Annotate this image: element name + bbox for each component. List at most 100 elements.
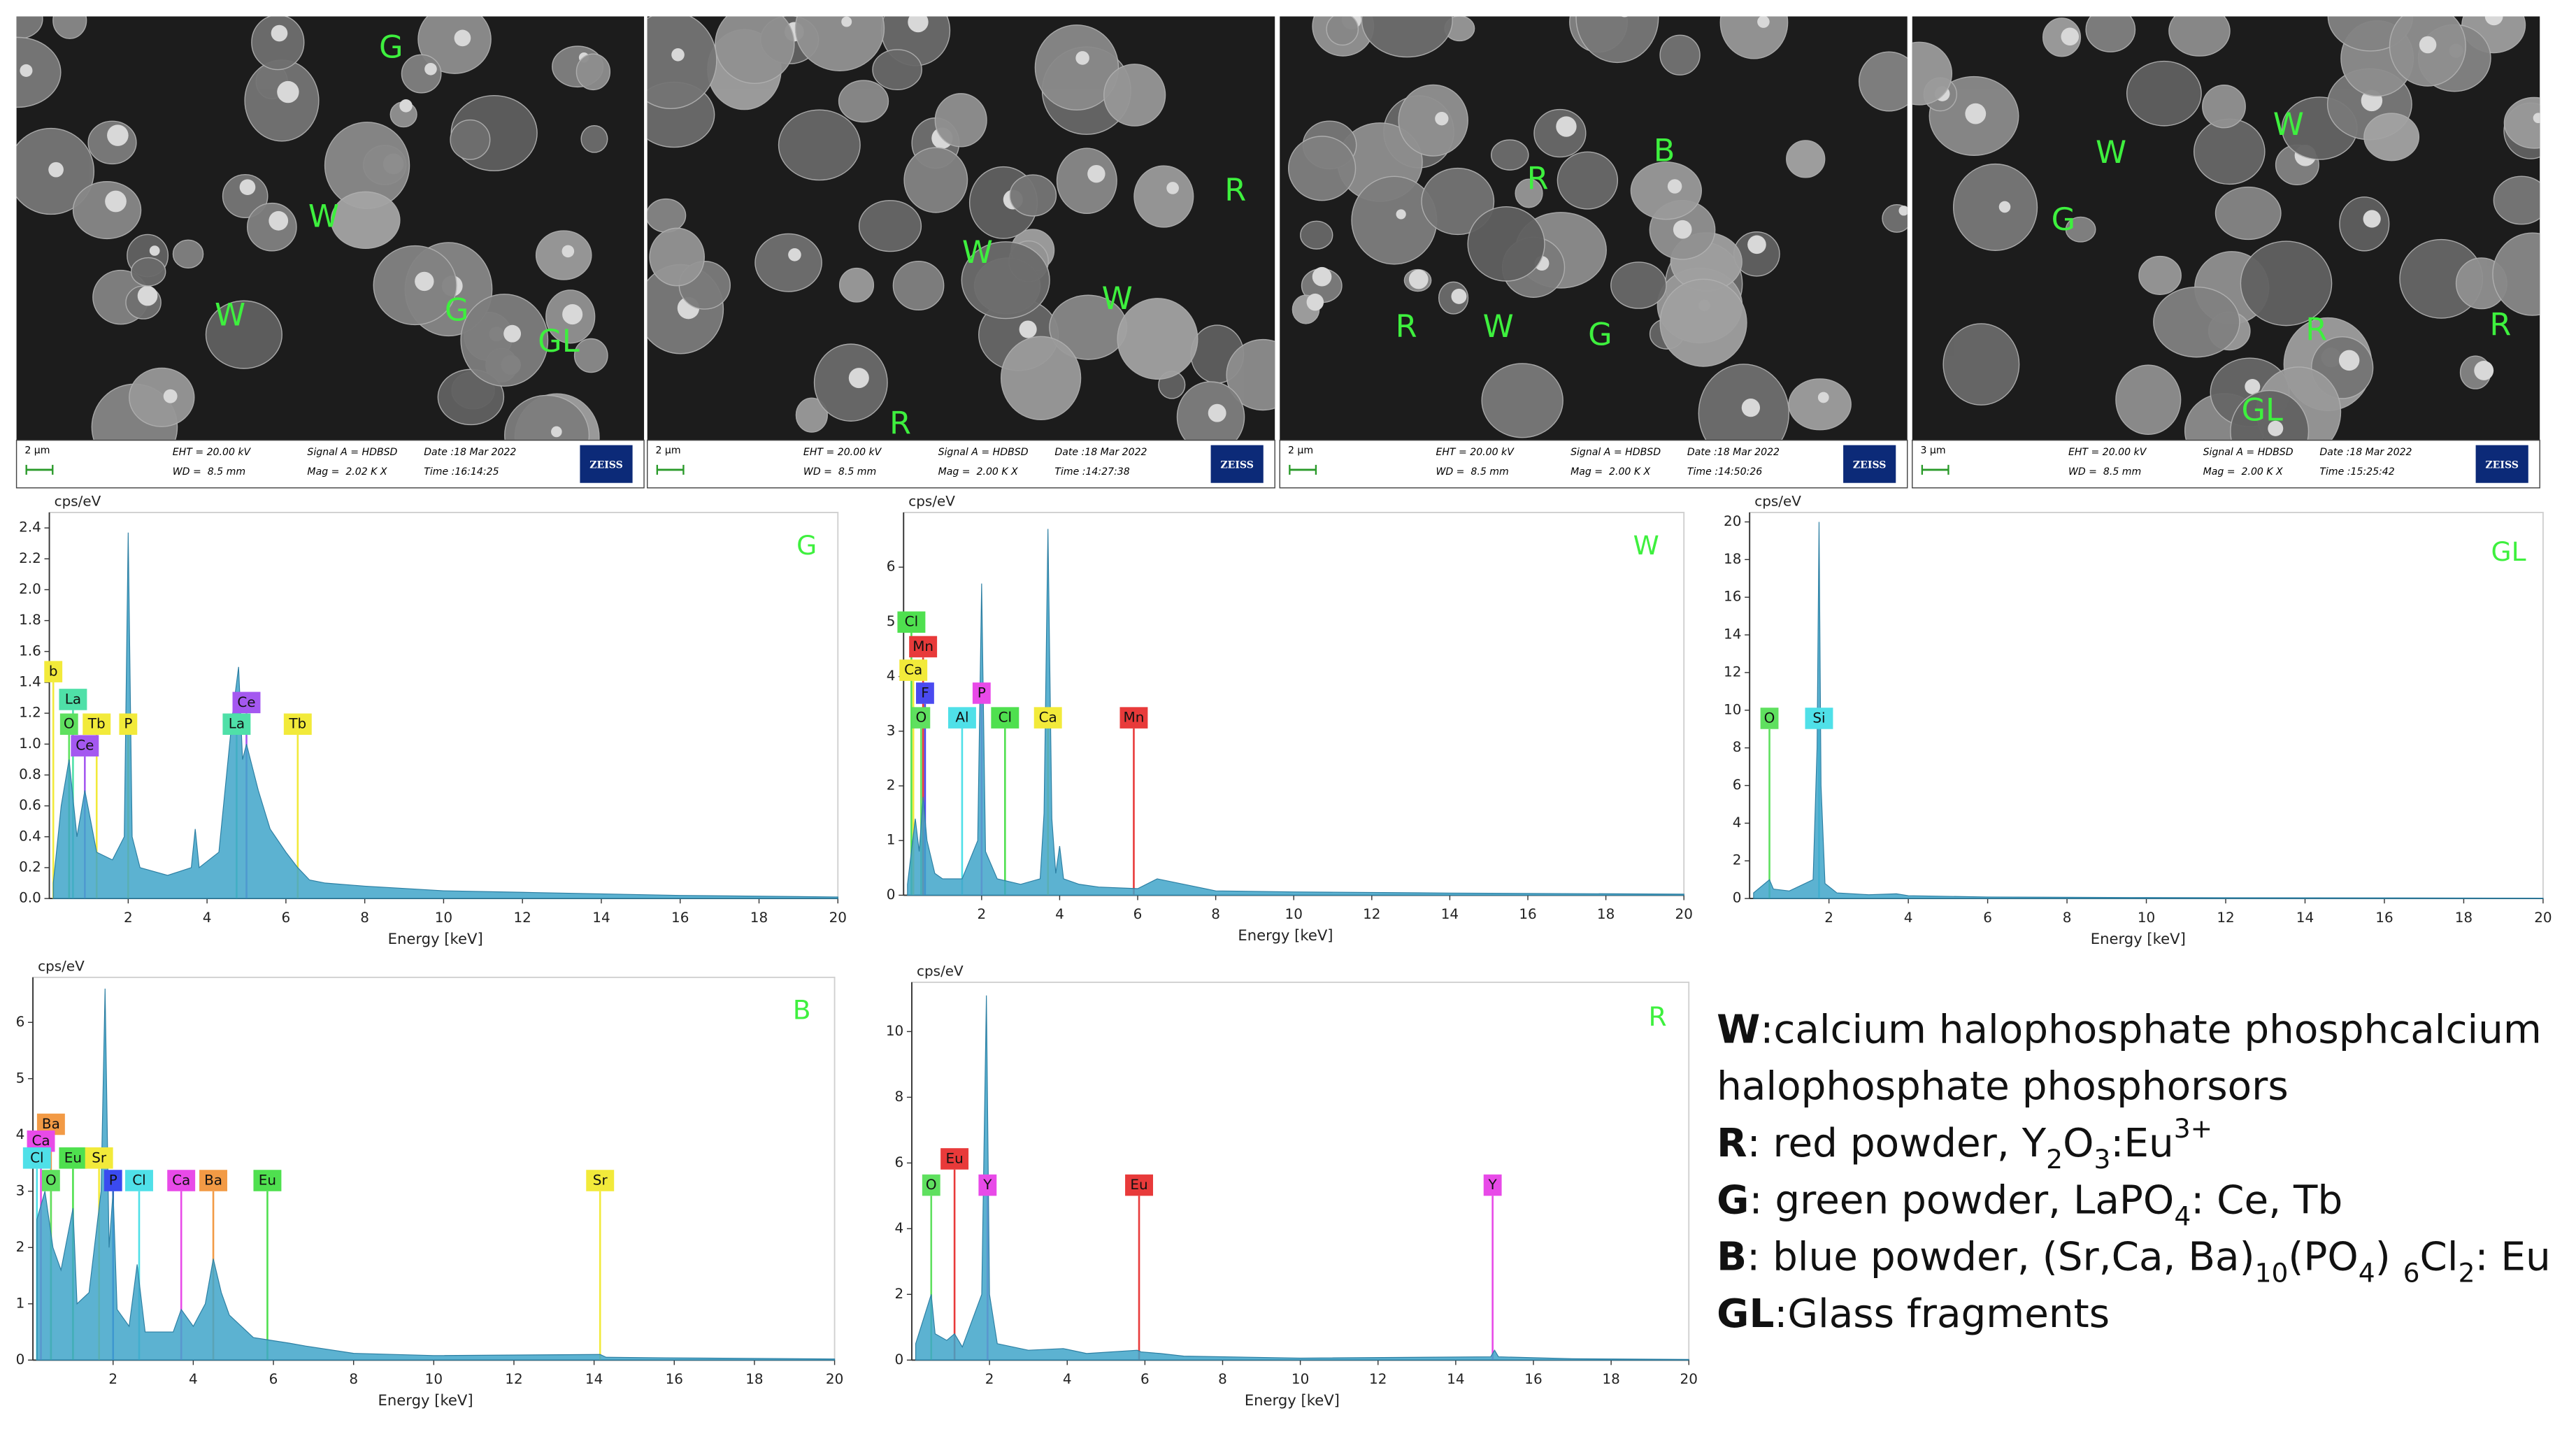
x-tick-label: 12 xyxy=(513,909,531,926)
particle-bright xyxy=(454,29,471,47)
element-tag-label: Ba xyxy=(204,1171,222,1188)
x-tick-label: 4 xyxy=(203,909,212,926)
particles xyxy=(647,16,1275,440)
y-tick-label: 1 xyxy=(16,1294,25,1311)
particle xyxy=(401,54,442,94)
legend-run: :calcium halophosphate phosphcalcium xyxy=(1760,1007,2541,1052)
element-tag xyxy=(947,707,976,729)
particle xyxy=(1133,165,1194,228)
particle-bright xyxy=(105,190,127,213)
particle xyxy=(1912,41,1953,106)
particle xyxy=(1421,167,1495,236)
element-tag-label: Sr xyxy=(92,1149,107,1166)
legend-line: G: green powder, LaPO4: Ce, Tb xyxy=(1717,1177,2342,1231)
particle-bright xyxy=(2419,36,2437,54)
particle xyxy=(573,338,608,373)
element-tag xyxy=(922,1174,940,1196)
particle xyxy=(1226,338,1275,411)
spectrum-area xyxy=(907,529,1684,896)
x-tick-label: 16 xyxy=(666,1370,683,1387)
y-tick-label: 16 xyxy=(1724,588,1741,605)
info-mag: Mag = 2.00 K X xyxy=(1570,466,1650,478)
element-tag-label: Eu xyxy=(259,1171,276,1188)
particle xyxy=(1786,140,1826,178)
particle xyxy=(1467,206,1545,282)
x-tick-label: 2 xyxy=(108,1370,117,1387)
legend-run: 3 xyxy=(2094,1143,2110,1174)
particle-bright xyxy=(1621,16,1628,17)
x-tick-label: 10 xyxy=(1285,905,1303,922)
x-tick-label: 4 xyxy=(1063,1370,1072,1387)
particle-bright xyxy=(848,368,869,389)
particle-bright xyxy=(107,124,129,146)
legend-run: (PO xyxy=(2288,1234,2358,1279)
particle xyxy=(2240,241,2333,327)
y-tick-label: 6 xyxy=(895,1154,904,1170)
element-tag xyxy=(125,1170,153,1191)
particles xyxy=(1287,16,1908,440)
legend-line: B: blue powder, (Sr,Ca, Ba)10(PO4) 6Cl2:… xyxy=(1717,1234,2551,1288)
element-tag-label: P xyxy=(124,715,132,732)
element-tag-label: Ce xyxy=(237,694,255,710)
x-tick-label: 20 xyxy=(2534,909,2552,926)
x-axis-label: Energy [keV] xyxy=(388,930,483,947)
sem-label: G xyxy=(1588,317,1612,353)
sem-label: R xyxy=(1224,172,1246,208)
x-tick-label: 8 xyxy=(360,909,369,926)
spectrum-area xyxy=(915,995,1689,1361)
particle-bright xyxy=(671,48,685,62)
x-tick-label: 2 xyxy=(124,909,133,926)
y-tick-label: 4 xyxy=(16,1126,25,1142)
sem-label: W xyxy=(2096,134,2126,171)
particle-bright xyxy=(1451,288,1467,304)
x-tick-label: 12 xyxy=(2217,909,2234,926)
info-date: Date :18 Mar 2022 xyxy=(1687,447,1780,458)
y-tick-label: 0 xyxy=(895,1351,904,1368)
element-tag xyxy=(909,636,938,658)
sem-label: G xyxy=(445,292,469,328)
x-tick-label: 14 xyxy=(592,909,610,926)
legend-run: Cl xyxy=(2420,1234,2459,1279)
particle-bright xyxy=(1757,16,1770,28)
particle xyxy=(892,260,945,310)
element-tag-label: O xyxy=(926,1176,937,1193)
corner-label: W xyxy=(1633,530,1659,561)
particle-bright xyxy=(551,426,562,438)
particle-bright xyxy=(137,285,158,306)
particle-bright xyxy=(149,245,160,256)
sem-label: GL xyxy=(2241,392,2283,429)
x-tick-label: 20 xyxy=(829,909,847,926)
element-tag xyxy=(44,661,63,682)
particle-bright xyxy=(2268,420,2284,436)
logo-box xyxy=(580,445,633,483)
y-tick-label: 20 xyxy=(1724,512,1741,529)
info-bar xyxy=(15,439,645,489)
y-tick-label: 0 xyxy=(1733,889,1742,906)
element-tag xyxy=(1033,707,1062,729)
particle-bright xyxy=(2484,16,2503,26)
info-signal: Signal A = HDBSD xyxy=(2203,447,2294,458)
particle xyxy=(903,147,968,213)
scale-text: 3 µm xyxy=(1921,445,1946,456)
y-tick-label: 1.8 xyxy=(19,611,41,628)
x-tick-label: 20 xyxy=(1680,1370,1698,1387)
info-wd: WD = 8.5 mm xyxy=(803,466,876,478)
x-tick-label: 18 xyxy=(745,1370,763,1387)
element-tag xyxy=(1805,708,1833,729)
legend-run: 2 xyxy=(2046,1143,2063,1174)
particle-bright xyxy=(1965,103,1987,124)
particle-bright xyxy=(1208,403,1226,422)
legend-run: 6 xyxy=(2403,1257,2420,1288)
legend-run: : Eu xyxy=(2475,1234,2550,1279)
element-tag xyxy=(1760,708,1779,729)
particle-bright xyxy=(1408,269,1429,289)
particle-bright xyxy=(1435,112,1449,126)
info-eht: EHT = 20.00 kV xyxy=(803,447,882,458)
particle xyxy=(172,239,204,268)
corner-label: G xyxy=(796,530,817,561)
y-tick-label: 1.0 xyxy=(19,735,41,752)
info-eht: EHT = 20.00 kV xyxy=(2068,447,2147,458)
info-signal: Signal A = HDBSD xyxy=(1570,447,1661,458)
